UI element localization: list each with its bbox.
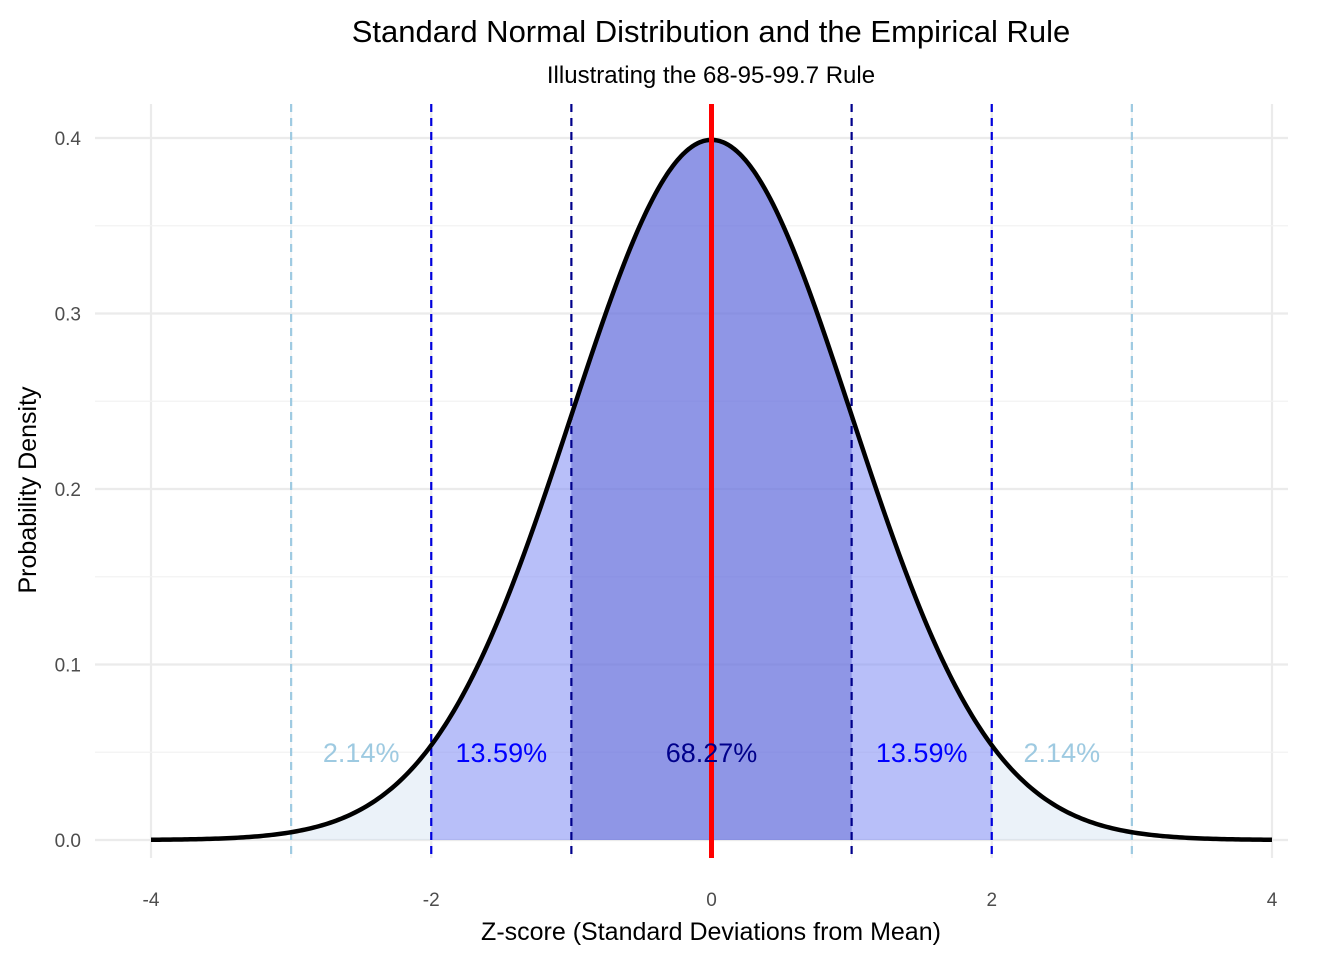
chart-title: Standard Normal Distribution and the Emp… xyxy=(352,14,1071,49)
region-label: 13.59% xyxy=(456,738,548,768)
x-tick-label: -4 xyxy=(143,890,160,911)
y-tick-label: 0.1 xyxy=(55,656,81,677)
x-tick-label: 0 xyxy=(706,890,717,911)
x-axis-title: Z-score (Standard Deviations from Mean) xyxy=(481,918,941,946)
grid xyxy=(95,104,1288,858)
x-tick-label: 4 xyxy=(1267,890,1278,911)
region-labels: 2.14% 13.59% 68.27% 13.59% 2.14% xyxy=(323,738,1100,768)
x-tick-label: 2 xyxy=(986,890,997,911)
region-label: 68.27% xyxy=(666,738,758,768)
region-label: 2.14% xyxy=(1024,738,1101,768)
y-axis-title: Probability Density xyxy=(14,386,42,594)
y-tick-label: 0.4 xyxy=(55,129,82,150)
region-label: 2.14% xyxy=(323,738,400,768)
chart-subtitle: Illustrating the 68-95-99.7 Rule xyxy=(547,62,875,89)
x-tick-label: -2 xyxy=(423,890,440,911)
tick-labels: -4 -2 0 2 4 0.0 0.1 0.2 0.3 0.4 xyxy=(55,129,1278,911)
region-label: 13.59% xyxy=(876,738,968,768)
y-tick-label: 0.3 xyxy=(55,305,81,326)
y-tick-label: 0.0 xyxy=(55,831,81,852)
y-tick-label: 0.2 xyxy=(55,480,81,501)
